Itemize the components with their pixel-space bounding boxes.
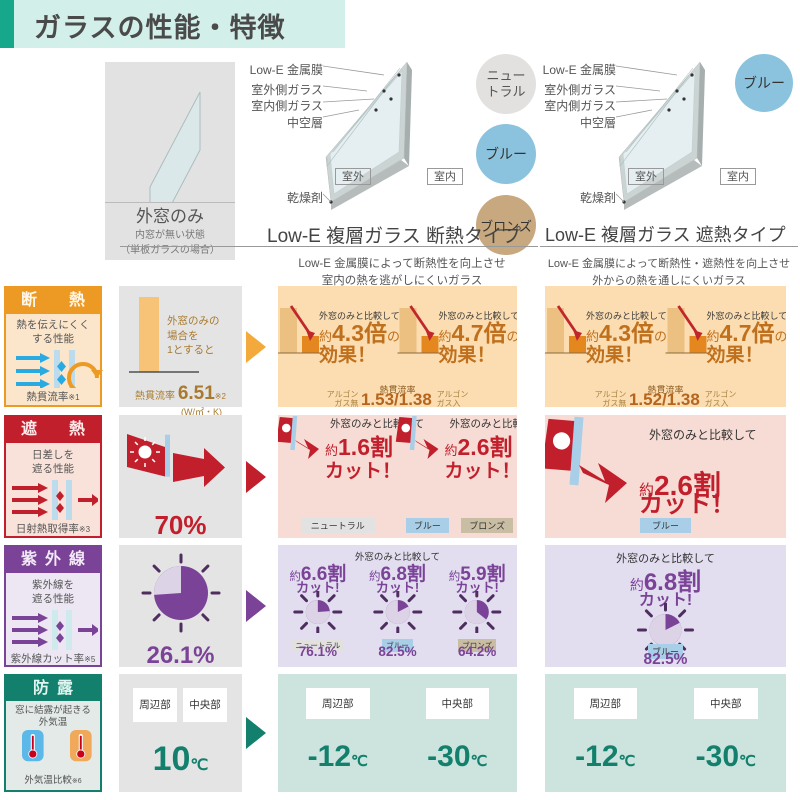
svg-text:約4.7倍の: 約4.7倍の xyxy=(707,320,787,346)
svg-text:約1.6割: 約1.6割 xyxy=(325,434,393,460)
svg-text:外窓のみと比較して: 外窓のみと比較して xyxy=(450,417,518,430)
svg-text:効果！: 効果！ xyxy=(707,343,764,366)
svg-text:効果！: 効果！ xyxy=(319,343,376,366)
svg-text:カット！: カット！ xyxy=(445,460,518,482)
svg-text:カット！: カット！ xyxy=(325,460,401,482)
svg-text:約2.6割: 約2.6割 xyxy=(445,434,513,460)
svg-text:効果！: 効果！ xyxy=(439,343,496,366)
svg-text:約4.3倍の: 約4.3倍の xyxy=(319,320,400,346)
svg-text:外窓のみと比較して: 外窓のみと比較して xyxy=(649,427,757,442)
svg-text:約4.7倍の: 約4.7倍の xyxy=(439,320,518,346)
svg-text:カット！: カット！ xyxy=(639,491,735,515)
svg-text:効果！: 効果！ xyxy=(586,343,643,366)
svg-text:約4.3倍の: 約4.3倍の xyxy=(586,320,667,346)
